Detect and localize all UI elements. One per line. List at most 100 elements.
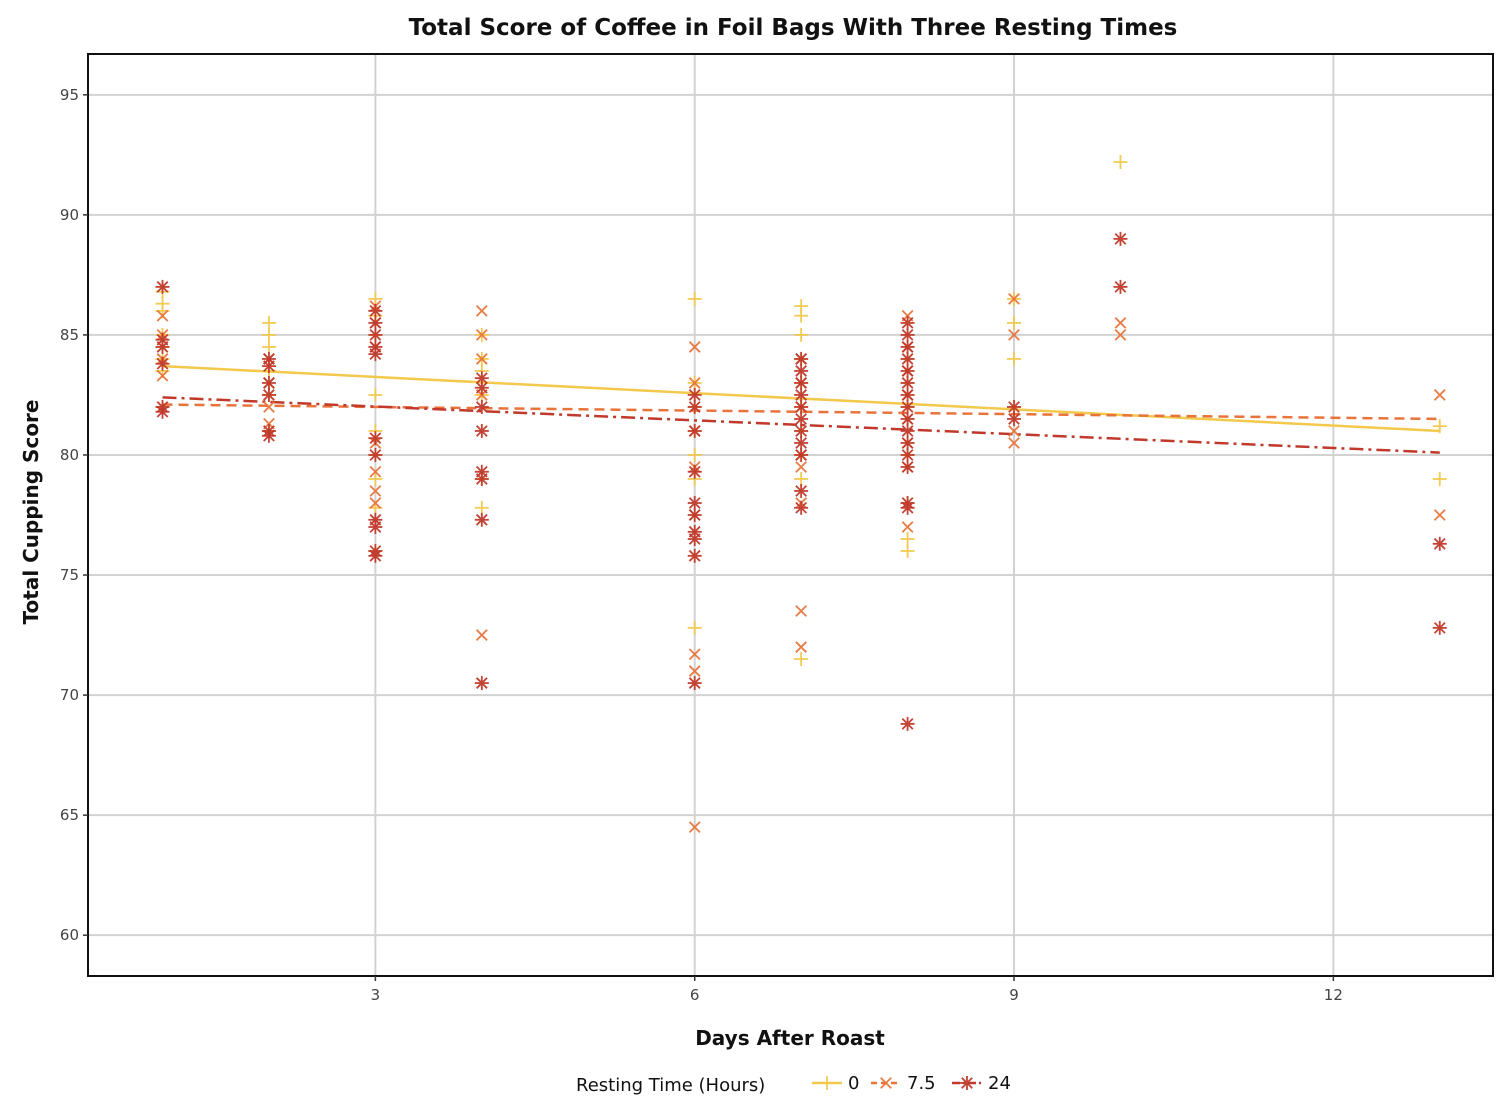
y-axis-title: Total Cupping Score (19, 400, 43, 625)
legend-label: 0 (848, 1073, 859, 1094)
data-point (688, 821, 701, 834)
plot-frame (87, 53, 1494, 977)
data-point (155, 339, 170, 354)
data-point (1008, 293, 1020, 305)
data-point (687, 620, 702, 635)
legend-items: 0 7.5 24 (812, 1073, 1011, 1094)
x-tick-label: 3 (371, 986, 381, 1004)
x-axis-title: Days After Roast (695, 1026, 885, 1050)
data-point (1433, 389, 1446, 401)
data-point (688, 648, 701, 661)
data-point (1113, 279, 1128, 294)
data-point (368, 447, 383, 462)
data-point (261, 327, 276, 342)
legend-item: 24 (952, 1073, 1011, 1094)
data-point (688, 665, 701, 677)
data-point (1008, 437, 1020, 449)
data-point (794, 387, 809, 402)
legend: Resting Time (Hours) 0 7.5 24 (576, 1073, 1011, 1096)
data-point (368, 315, 383, 330)
data-point (794, 411, 809, 426)
y-tick-label: 75 (60, 566, 79, 584)
data-point (1432, 536, 1447, 551)
data-point (687, 532, 702, 547)
data-point (369, 497, 382, 509)
y-tick-label: 95 (60, 86, 79, 104)
data-point (687, 423, 702, 438)
data-point (1007, 399, 1022, 414)
data-point (368, 520, 383, 535)
data-point (688, 341, 701, 353)
data-point (368, 548, 383, 563)
data-point (156, 369, 169, 382)
data-point (794, 351, 809, 366)
data-point (474, 380, 489, 395)
x-tick-label: 9 (1009, 986, 1019, 1004)
data-point (901, 521, 914, 533)
data-point (900, 339, 915, 354)
data-point (687, 508, 702, 522)
data-point (1113, 155, 1128, 170)
data-point (368, 303, 383, 318)
data-point (1432, 471, 1447, 486)
data-point (261, 387, 276, 402)
data-point (794, 483, 809, 498)
data-point (474, 676, 489, 691)
data-point (1007, 411, 1022, 426)
y-tick-label: 80 (60, 446, 79, 464)
y-tick-label: 85 (60, 326, 79, 344)
gridlines (88, 54, 1493, 976)
y-tick-label: 70 (60, 686, 79, 704)
data-point (900, 716, 915, 731)
axis-ticks: 3 6 9 12 60 65 70 75 80 85 90 95 (60, 86, 1343, 1004)
data-point (900, 435, 915, 450)
chart-title: Total Score of Coffee in Foil Bags With … (409, 15, 1178, 41)
data-point (1114, 317, 1127, 329)
legend-item: 7.5 (871, 1073, 936, 1094)
data-point (1113, 231, 1128, 246)
data-point (475, 305, 488, 317)
data-point (900, 375, 915, 390)
data-point (475, 629, 488, 641)
data-point (900, 500, 915, 515)
data-point (1432, 419, 1447, 434)
data-point (1007, 351, 1022, 366)
data-point (900, 544, 915, 559)
trend-line (162, 396, 1440, 454)
data-point (794, 435, 809, 450)
data-point (900, 351, 915, 366)
data-point (900, 447, 915, 462)
data-point (794, 500, 809, 515)
data-point (474, 423, 489, 438)
data-point (794, 327, 809, 342)
data-point (687, 387, 702, 402)
data-point (1008, 329, 1020, 341)
y-tick-label: 65 (60, 806, 79, 824)
data-point (687, 447, 702, 462)
data-point (794, 447, 809, 462)
data-point (794, 363, 809, 378)
legend-title: Resting Time (Hours) (576, 1075, 765, 1096)
data-point (474, 399, 489, 414)
data-point (261, 375, 276, 390)
data-point (687, 495, 702, 510)
data-point (1008, 425, 1020, 437)
data-point (261, 339, 276, 354)
data-point (900, 327, 915, 342)
data-point (474, 512, 489, 527)
data-point (155, 356, 170, 371)
data-point (794, 399, 809, 414)
data-point (368, 471, 383, 486)
data-point (688, 377, 701, 389)
legend-item: 0 (812, 1073, 859, 1094)
data-point (1433, 509, 1446, 521)
data-point (900, 532, 915, 547)
y-tick-label: 90 (60, 206, 79, 224)
data-point (155, 404, 170, 419)
x-tick-label: 6 (690, 986, 700, 1004)
data-point (369, 465, 382, 478)
data-point (794, 423, 809, 438)
data-point (794, 471, 809, 486)
data-point (687, 399, 702, 414)
